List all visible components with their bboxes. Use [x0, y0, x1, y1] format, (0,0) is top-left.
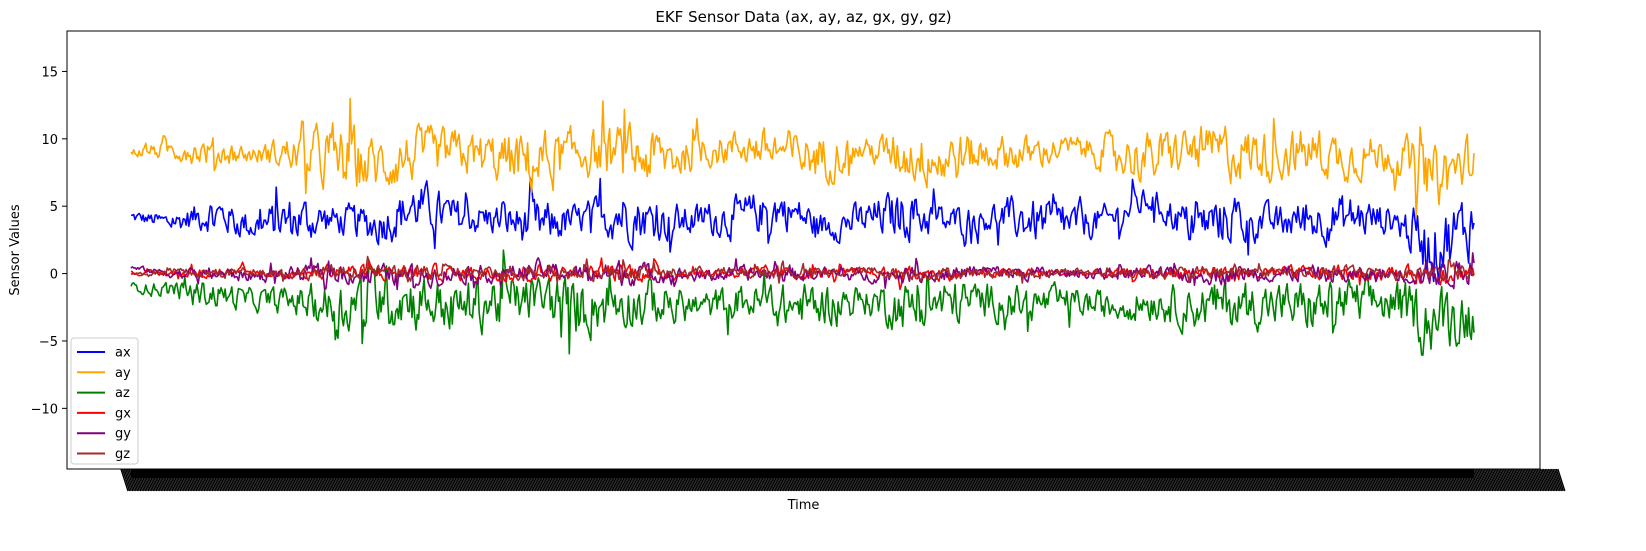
x-tick-label [1486, 468, 1496, 492]
x-tick-label [128, 468, 137, 492]
legend-label-ax: ax [115, 346, 131, 361]
x-tick-label [1499, 468, 1508, 492]
x-tick-label [1542, 468, 1552, 492]
x-tick-label [1523, 468, 1532, 492]
x-tick-label [1541, 468, 1550, 492]
x-tick-label [1509, 468, 1518, 492]
y-tick-label: −5 [39, 335, 58, 350]
y-tick-label: 10 [41, 133, 58, 148]
x-tick-label [1526, 468, 1536, 492]
x-tick-label [1483, 468, 1492, 492]
x-tick-label [1534, 468, 1544, 492]
x-tick-label [1473, 468, 1483, 492]
series-line-az [130, 249, 1475, 356]
x-tick-label [1529, 468, 1539, 492]
legend-label-gx: gx [115, 406, 131, 421]
x-tick-label [1512, 468, 1521, 492]
y-tick-label: −10 [31, 402, 58, 417]
x-tick-label [1485, 468, 1494, 492]
x-tick-label [1525, 468, 1534, 492]
x-tick-label [1520, 468, 1529, 492]
x-tick-label [1550, 468, 1560, 492]
x-tick-label [1491, 468, 1500, 492]
x-tick-label [1481, 468, 1491, 492]
x-tick-label [125, 468, 134, 492]
x-tick-label [1528, 468, 1537, 492]
x-tick-label [1521, 468, 1531, 492]
y-tick-label: 15 [41, 65, 58, 80]
legend-label-gy: gy [115, 427, 131, 442]
y-axis: −10 −5 0 5 10 15 [31, 65, 67, 417]
series-line-ax [130, 177, 1475, 285]
series-line-gz [130, 255, 1475, 284]
x-tick-label [1547, 468, 1556, 492]
x-tick-label [1536, 468, 1545, 492]
plot-frame [66, 30, 1541, 470]
x-tick-label [1488, 468, 1497, 492]
chart-title: EKF Sensor Data (ax, ay, az, gx, gy, gz) [655, 8, 951, 26]
x-tick-label [1496, 468, 1505, 492]
x-tick-label [1531, 468, 1540, 492]
x-tick-label [1504, 468, 1513, 492]
x-tick-marks [120, 468, 1566, 492]
x-tick-label [1472, 468, 1481, 492]
legend-label-az: az [115, 386, 130, 401]
x-axis-label: Time [787, 498, 820, 513]
x-tick-label [1515, 468, 1524, 492]
x-tick-marks-band [131, 469, 1474, 478]
legend-label-gz: gz [115, 447, 130, 462]
x-tick-label [1553, 468, 1563, 492]
y-tick-label: 5 [50, 200, 58, 215]
legend-label-ay: ay [115, 366, 131, 381]
series-layer [130, 97, 1475, 356]
x-tick-label [1557, 468, 1566, 492]
x-tick-label [1513, 468, 1523, 492]
x-tick-label [1545, 468, 1555, 492]
x-tick-label [1478, 468, 1488, 492]
series-line-ay [130, 97, 1475, 217]
x-tick-label [120, 468, 129, 492]
legend: ax ay az gx gy gz [70, 337, 139, 465]
x-tick-label [1497, 468, 1507, 492]
x-tick-label [126, 468, 136, 492]
x-tick-label [1555, 468, 1564, 492]
x-tick-label [1477, 468, 1486, 492]
y-axis-label: Sensor Values [8, 204, 23, 295]
x-tick-label [121, 468, 131, 492]
x-tick-label [1517, 468, 1526, 492]
x-tick-label [1501, 468, 1510, 492]
x-tick-label [1494, 468, 1504, 492]
x-tick-label [1475, 468, 1484, 492]
x-tick-label [1510, 468, 1520, 492]
x-tick-label [1502, 468, 1512, 492]
x-tick-label [1533, 468, 1542, 492]
x-tick-label [1537, 468, 1547, 492]
x-tick-label [1549, 468, 1558, 492]
x-tick-label [1552, 468, 1561, 492]
x-tick-label [1507, 468, 1516, 492]
x-tick-label [123, 468, 132, 492]
x-tick-label [1480, 468, 1489, 492]
x-tick-label [1489, 468, 1499, 492]
x-tick-label [1505, 468, 1515, 492]
y-tick-label: 0 [50, 268, 58, 283]
x-tick-label [1518, 468, 1528, 492]
x-tick-label [1544, 468, 1553, 492]
x-tick-label [1539, 468, 1548, 492]
x-tick-label [1493, 468, 1502, 492]
